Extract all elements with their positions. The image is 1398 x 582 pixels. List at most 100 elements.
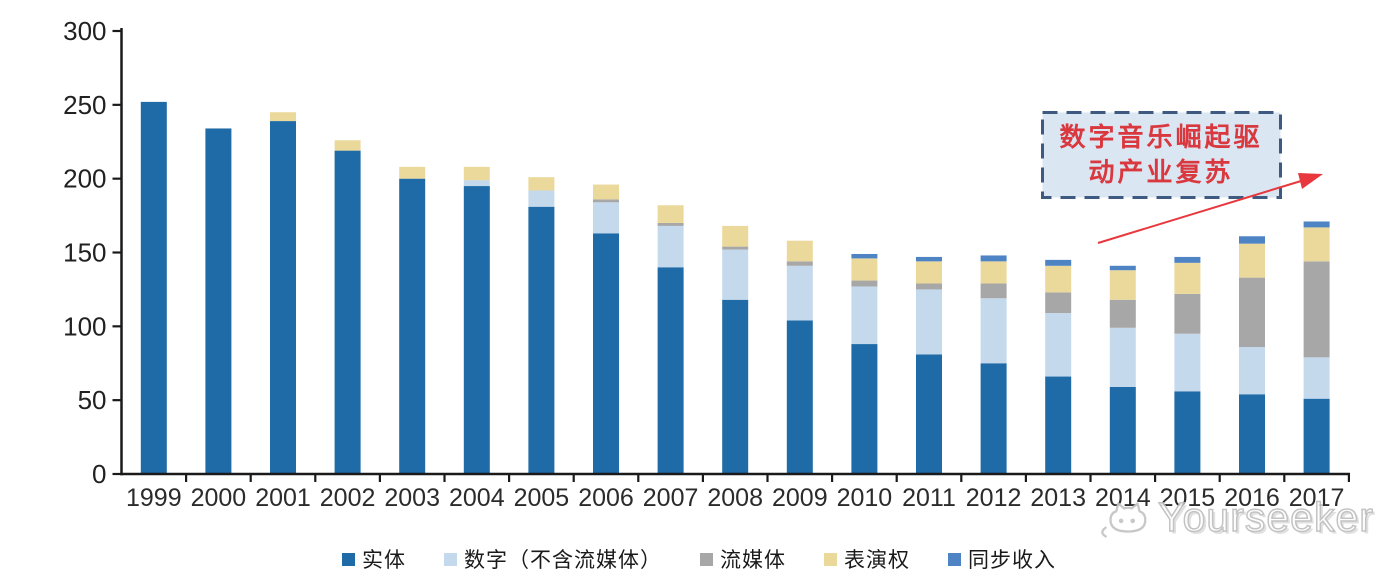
x-axis-label: 2007 bbox=[643, 484, 699, 512]
bar-segment bbox=[980, 298, 1007, 364]
x-axis-label: 2000 bbox=[191, 484, 247, 512]
x-axis-label: 2003 bbox=[384, 484, 440, 512]
bar-segment bbox=[657, 267, 684, 474]
legend-item-digital: 数字（不含流媒体） bbox=[444, 544, 662, 574]
bar-segment bbox=[980, 283, 1007, 299]
bar-segment bbox=[463, 186, 490, 475]
bar-segment bbox=[1303, 398, 1330, 474]
bar-segment bbox=[593, 184, 619, 200]
legend: 实体 数字（不含流媒体） 流媒体 表演权 同步收入 bbox=[0, 544, 1398, 574]
bar-segment bbox=[1239, 347, 1265, 395]
y-axis-label: 250 bbox=[63, 90, 106, 120]
bar-segment bbox=[1174, 391, 1201, 474]
bar-segment bbox=[1045, 259, 1072, 266]
legend-label-performance: 表演权 bbox=[844, 549, 910, 572]
x-axis-label: 2012 bbox=[966, 484, 1022, 512]
annotation-box-outline bbox=[1041, 111, 1282, 199]
bar-segment bbox=[334, 140, 361, 151]
bar-segment bbox=[1239, 243, 1265, 278]
legend-swatch-streaming-icon bbox=[700, 552, 713, 566]
bar-segment bbox=[1109, 265, 1136, 271]
x-axis-label: 2008 bbox=[707, 484, 763, 512]
bar-segment bbox=[1239, 236, 1265, 244]
legend-swatch-physical-icon bbox=[342, 552, 355, 566]
bar-segment bbox=[657, 222, 684, 226]
bar-segment bbox=[1239, 277, 1265, 348]
bar-segment bbox=[786, 240, 813, 262]
x-axis-label: 2011 bbox=[902, 484, 956, 512]
legend-item-performance: 表演权 bbox=[824, 544, 910, 574]
bar-segment bbox=[722, 225, 749, 247]
annotation-arrow-line bbox=[1097, 180, 1302, 244]
legend-swatch-digital-icon bbox=[444, 552, 457, 566]
legend-swatch-performance-icon bbox=[824, 552, 837, 566]
bar-segment bbox=[722, 246, 749, 250]
annotation-arrowhead-icon bbox=[1298, 173, 1323, 189]
x-axis-label: 2005 bbox=[514, 484, 570, 512]
bar-segment bbox=[1174, 293, 1201, 334]
x-axis-label: 2016 bbox=[1224, 484, 1280, 512]
legend-label-streaming: 流媒体 bbox=[720, 549, 786, 572]
bar-segment bbox=[593, 199, 619, 203]
x-axis-label: 2015 bbox=[1160, 484, 1216, 512]
bar-segment bbox=[1109, 327, 1136, 387]
y-axis-label: 50 bbox=[78, 385, 107, 415]
bar-segment bbox=[463, 166, 490, 181]
bar-segment bbox=[1174, 262, 1201, 294]
legend-item-physical: 实体 bbox=[342, 544, 406, 574]
bar-segment bbox=[980, 363, 1007, 474]
bar-segment bbox=[657, 225, 684, 268]
x-axis-label: 2002 bbox=[320, 484, 376, 512]
bar-segment bbox=[528, 206, 555, 474]
x-axis-label: 2013 bbox=[1030, 484, 1086, 512]
x-axis-label: 2014 bbox=[1095, 484, 1151, 512]
bar-segment bbox=[593, 202, 619, 234]
bar-segment bbox=[1045, 292, 1072, 314]
bar-segment bbox=[528, 190, 555, 207]
bar-segment bbox=[1109, 270, 1136, 300]
bar-segment bbox=[140, 101, 167, 474]
x-axis-label: 2009 bbox=[772, 484, 828, 512]
annotation-callout: 数字音乐崛起驱 动产业复苏 bbox=[1042, 112, 1280, 197]
bar-segment bbox=[851, 258, 878, 281]
legend-swatch-sync-icon bbox=[948, 552, 961, 566]
bar-segment bbox=[1045, 376, 1072, 474]
y-axis-label: 100 bbox=[63, 311, 106, 341]
bar-segment bbox=[1303, 221, 1330, 228]
bar-segment bbox=[205, 128, 232, 474]
legend-item-streaming: 流媒体 bbox=[700, 544, 786, 574]
legend-label-sync: 同步收入 bbox=[968, 549, 1056, 572]
bar-segment bbox=[334, 150, 361, 475]
bar-segment bbox=[722, 299, 749, 474]
bar-segment bbox=[399, 178, 426, 474]
bar-segment bbox=[851, 286, 878, 345]
bar-segment bbox=[270, 121, 296, 475]
bar-segment bbox=[270, 112, 296, 122]
bar-segment bbox=[851, 280, 878, 287]
x-axis-label: 2017 bbox=[1289, 484, 1345, 512]
bar-segment bbox=[1174, 256, 1201, 263]
bar-segment bbox=[786, 320, 813, 474]
bar-segment bbox=[593, 233, 619, 474]
bar-segment bbox=[1045, 265, 1072, 293]
x-axis-label: 1999 bbox=[126, 484, 182, 512]
bar-segment bbox=[980, 255, 1007, 262]
bar-segment bbox=[1174, 333, 1201, 392]
bar-segment bbox=[916, 261, 942, 284]
bar-segment bbox=[722, 249, 749, 300]
x-axis-label: 2006 bbox=[578, 484, 634, 512]
legend-label-digital: 数字（不含流媒体） bbox=[464, 549, 662, 572]
bar-segment bbox=[916, 256, 942, 262]
bar-segment bbox=[916, 289, 942, 355]
x-axis-label: 2001 bbox=[255, 484, 311, 512]
bar-segment bbox=[528, 177, 555, 191]
bar-segment bbox=[980, 261, 1007, 284]
bar-segment bbox=[1239, 394, 1265, 474]
bar-segment bbox=[657, 205, 684, 223]
bar-segment bbox=[463, 180, 490, 187]
bar-segment bbox=[1303, 261, 1330, 358]
y-axis-label: 300 bbox=[63, 16, 106, 46]
bar-segment bbox=[1109, 299, 1136, 328]
